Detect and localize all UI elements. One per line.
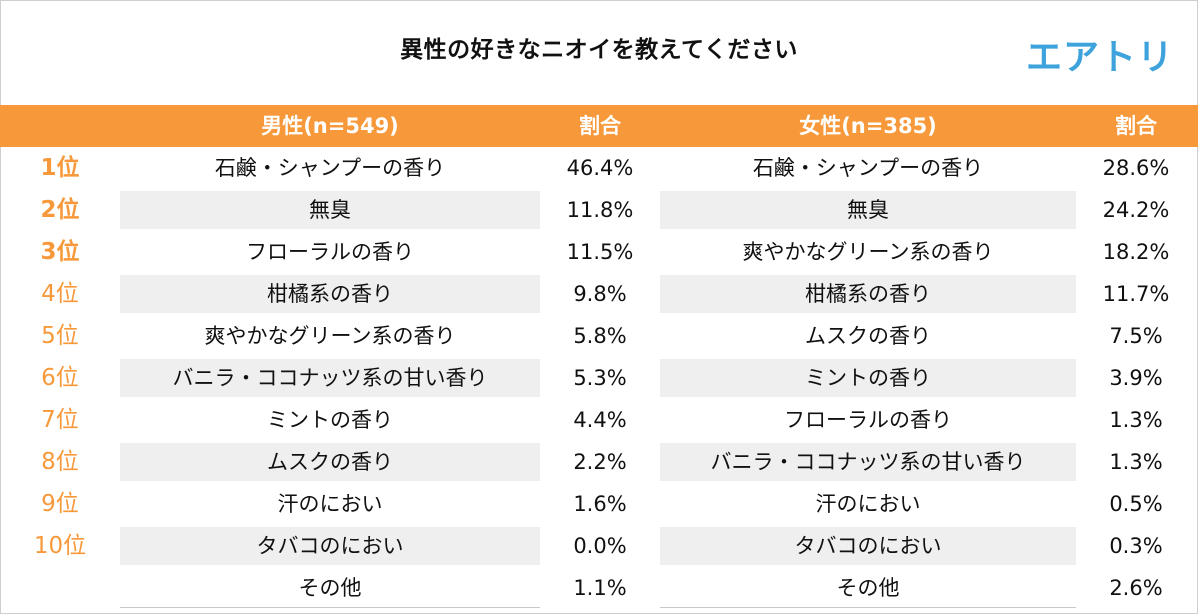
ranking-table-body: 1位 石鹸・シャンプーの香り 46.4% 石鹸・シャンプーの香り 28.6% 2位 無臭 11… (0, 147, 1198, 609)
page-title: 異性の好きなニオイを教えてください (400, 37, 798, 63)
female-item: 石鹸・シャンプーの香り (752, 156, 984, 180)
table-row: 9位 汗のにおい 1.6% 汗のにおい 0.5% (0, 483, 1198, 525)
male-percentage: 0.0% (573, 534, 627, 558)
rank-label: 3位 (40, 239, 80, 265)
table-row: 4位 柑橘系の香り 9.8% 柑橘系の香り 11.7% (0, 273, 1198, 315)
male-percentage: 1.6% (573, 492, 627, 516)
male-percentage: 4.4% (573, 408, 627, 432)
rank-label: 6位 (41, 365, 79, 391)
female-percentage: 2.6% (1109, 576, 1163, 600)
female-item: 無臭 (660, 191, 1076, 229)
table-row: 1位 石鹸・シャンプーの香り 46.4% 石鹸・シャンプーの香り 28.6% (0, 147, 1198, 189)
table-row: 10位 タバコのにおい 0.0% タバコのにおい 0.3% (0, 525, 1198, 567)
female-percentage: 1.3% (1109, 450, 1163, 474)
brand-logo: エアトリ (1026, 37, 1175, 78)
male-item: フローラルの香り (246, 240, 414, 264)
header-female-share: 割合 (1115, 114, 1157, 138)
female-item: フローラルの香り (784, 408, 952, 432)
male-item: ムスクの香り (120, 443, 540, 481)
female-percentage: 7.5% (1109, 324, 1163, 348)
female-item: タバコのにおい (660, 527, 1076, 565)
male-item: 石鹸・シャンプーの香り (214, 156, 446, 180)
table-row: 6位 バニラ・ココナッツ系の甘い香り 5.3% ミントの香り 3.9% (0, 357, 1198, 399)
rank-label: 1位 (40, 155, 80, 181)
female-item: その他 (660, 569, 1076, 608)
rank-label: 2位 (40, 197, 80, 223)
male-item: 柑橘系の香り (120, 275, 540, 313)
male-percentage: 9.8% (573, 282, 627, 306)
female-item: ミントの香り (660, 359, 1076, 397)
female-item: 汗のにおい (815, 492, 921, 516)
table-row: 8位 ムスクの香り 2.2% バニラ・ココナッツ系の甘い香り 1.3% (0, 441, 1198, 483)
table-row: 7位 ミントの香り 4.4% フローラルの香り 1.3% (0, 399, 1198, 441)
male-percentage: 5.8% (573, 324, 627, 348)
table-row: 2位 無臭 11.8% 無臭 24.2% (0, 189, 1198, 231)
header-male-share: 割合 (579, 114, 621, 138)
table-header (0, 105, 1198, 147)
table-row: 3位 フローラルの香り 11.5% 爽やかなグリーン系の香り 18.2% (0, 231, 1198, 273)
male-percentage: 5.3% (573, 366, 627, 390)
female-percentage: 28.6% (1102, 156, 1170, 180)
male-percentage: 46.4% (566, 156, 634, 180)
female-percentage: 0.3% (1109, 534, 1163, 558)
header-female: 女性(n=385) (799, 114, 937, 138)
rank-label: 10位 (33, 533, 87, 559)
female-percentage: 18.2% (1102, 240, 1170, 264)
female-percentage: 3.9% (1109, 366, 1163, 390)
rank-label (0, 569, 120, 607)
rank-label: 4位 (41, 281, 79, 307)
male-percentage: 1.1% (573, 576, 627, 600)
male-item: タバコのにおい (120, 527, 540, 565)
male-item: ミントの香り (267, 408, 393, 432)
male-item: その他 (120, 569, 540, 608)
female-percentage: 11.7% (1102, 282, 1170, 306)
header-male: 男性(n=549) (261, 114, 399, 138)
female-item: バニラ・ココナッツ系の甘い香り (660, 443, 1076, 481)
male-item: バニラ・ココナッツ系の甘い香り (120, 359, 540, 397)
female-item: ムスクの香り (805, 324, 931, 348)
rank-label: 8位 (41, 449, 79, 475)
male-percentage: 2.2% (573, 450, 627, 474)
female-item: 柑橘系の香り (660, 275, 1076, 313)
rank-label: 5位 (41, 323, 79, 349)
table-row: 5位 爽やかなグリーン系の香り 5.8% ムスクの香り 7.5% (0, 315, 1198, 357)
rank-label: 7位 (41, 407, 79, 433)
male-item: 汗のにおい (277, 492, 383, 516)
table-row: その他 1.1% その他 2.6% (0, 567, 1198, 609)
female-item: 爽やかなグリーン系の香り (742, 240, 994, 264)
female-percentage: 1.3% (1109, 408, 1163, 432)
female-percentage: 24.2% (1102, 198, 1170, 222)
male-item: 無臭 (120, 191, 540, 229)
rank-label: 9位 (41, 491, 79, 517)
male-percentage: 11.5% (566, 240, 634, 264)
male-item: 爽やかなグリーン系の香り (204, 324, 456, 348)
male-percentage: 11.8% (566, 198, 634, 222)
female-percentage: 0.5% (1109, 492, 1163, 516)
